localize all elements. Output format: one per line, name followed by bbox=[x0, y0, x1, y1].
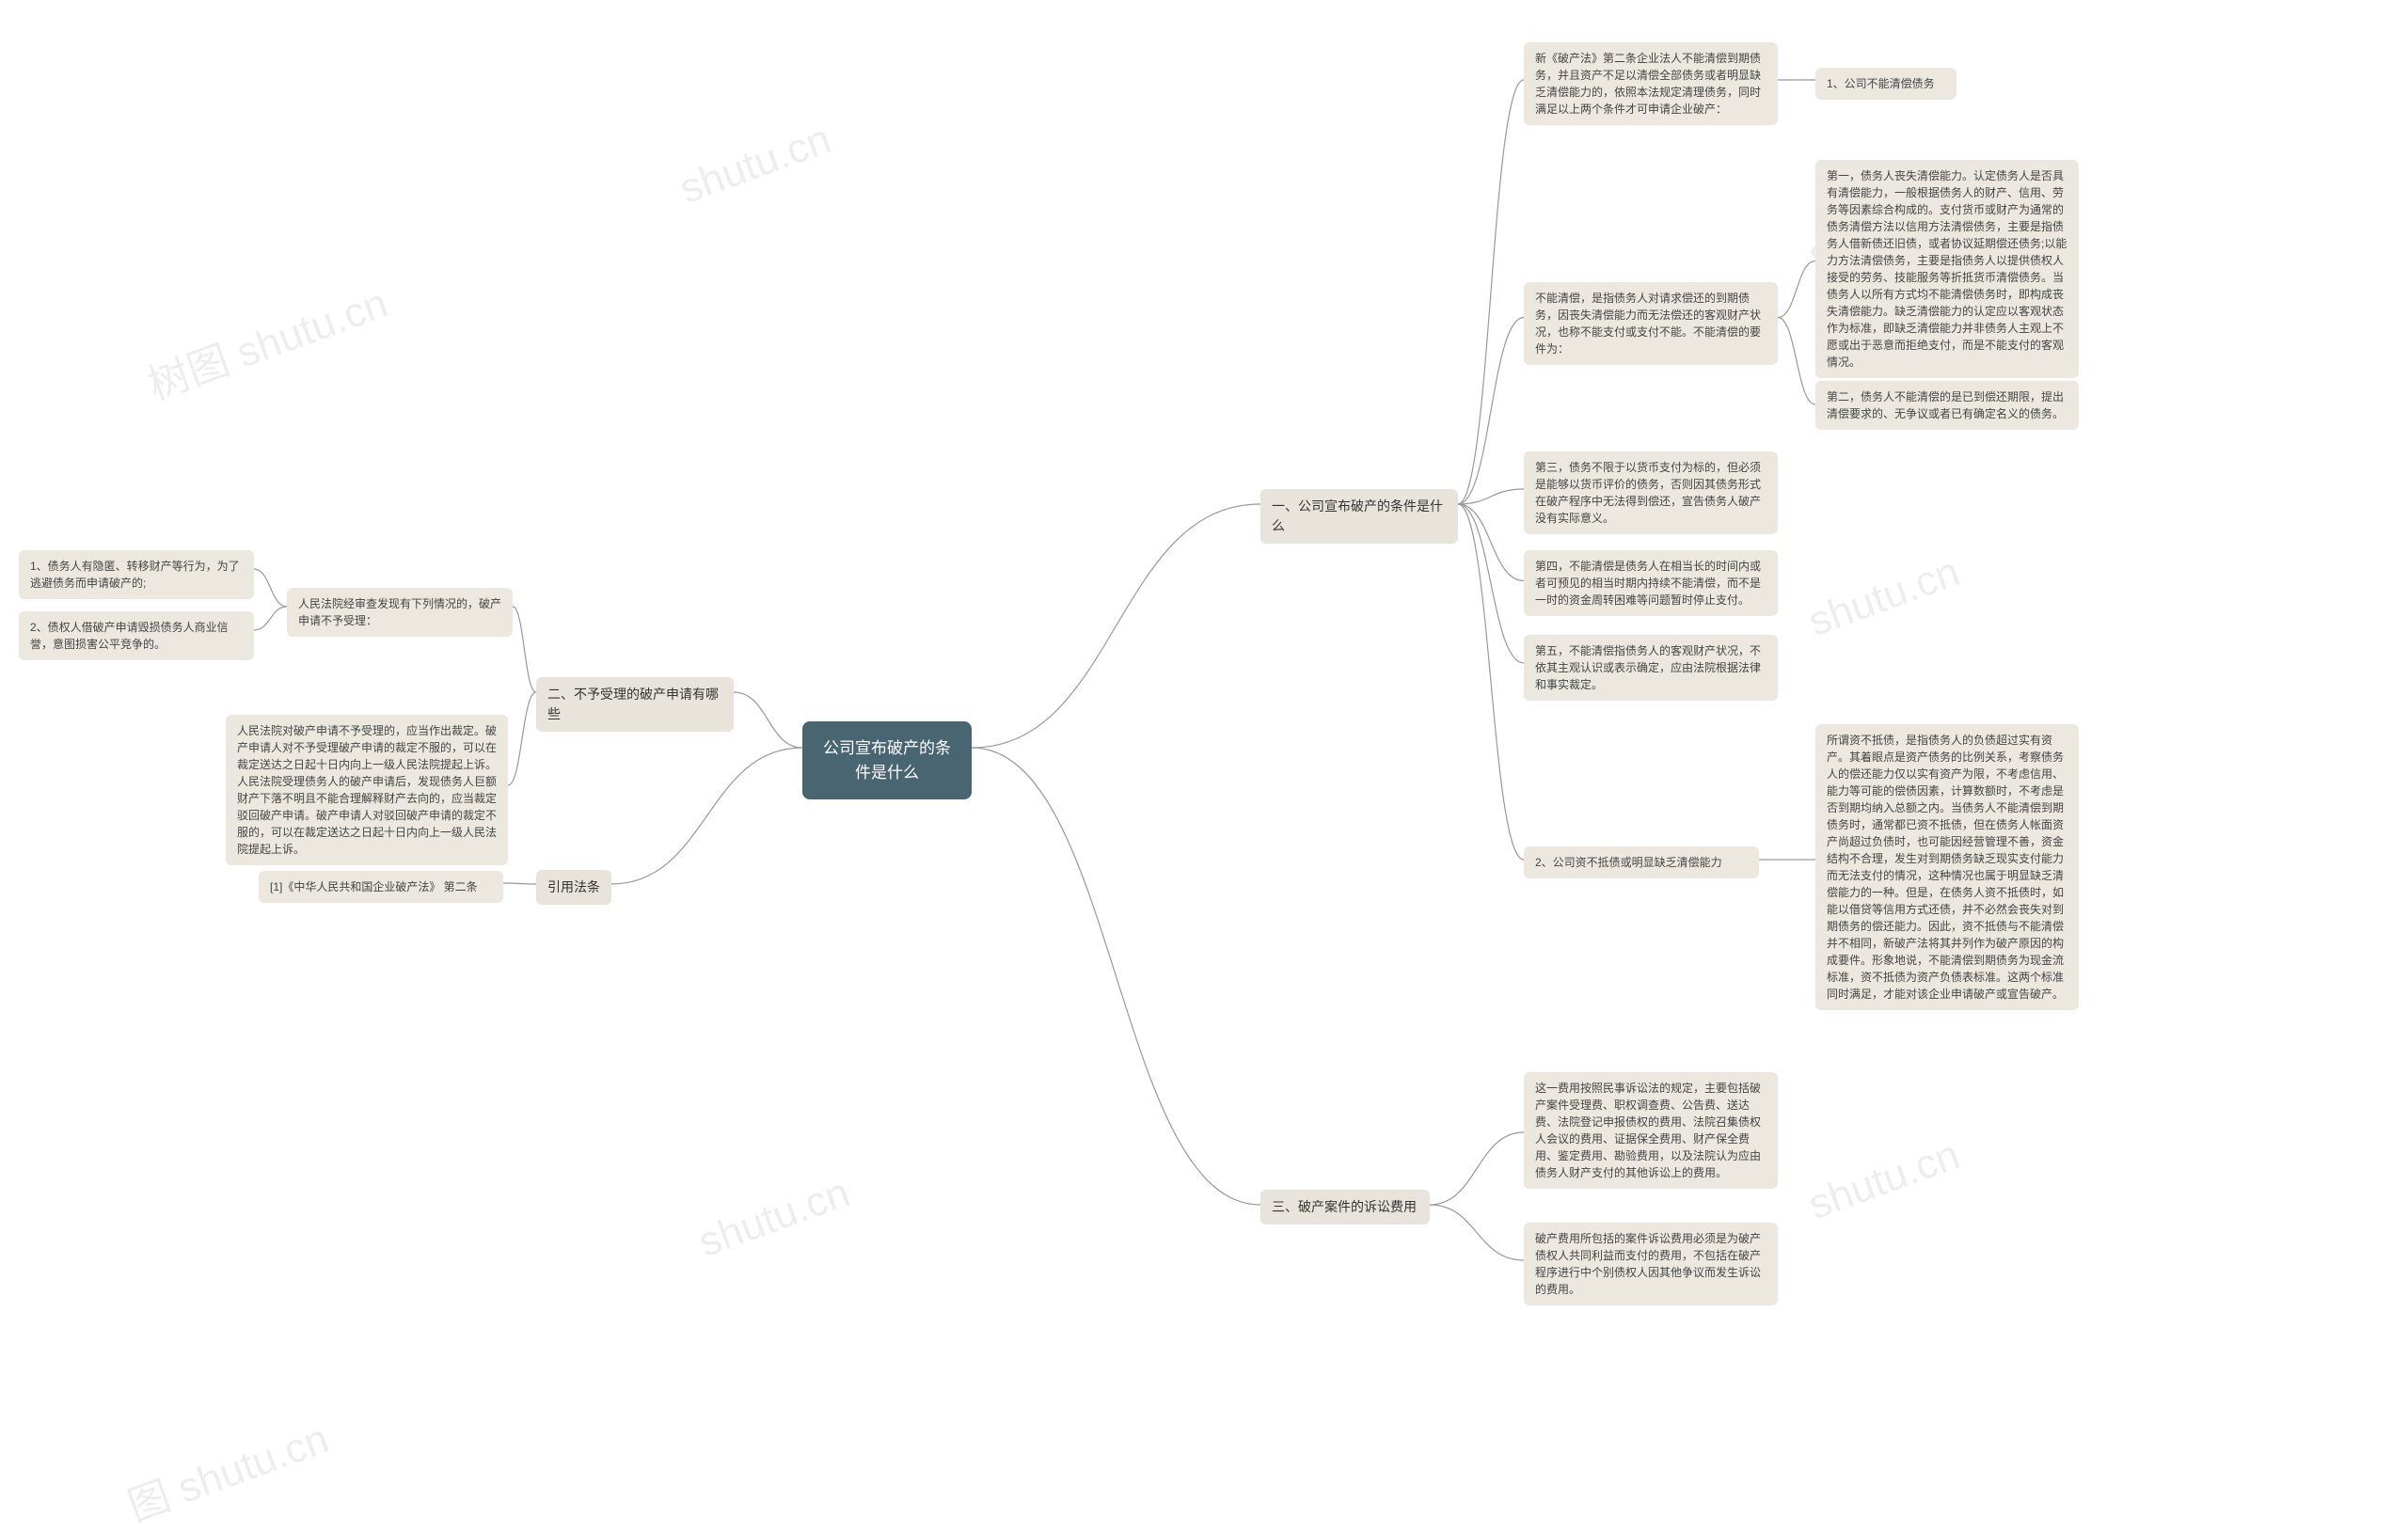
watermark: shutu.cn bbox=[692, 1169, 855, 1267]
leaf-node[interactable]: 第二，债务人不能清偿的是已到偿还期限，提出清偿要求的、无争议或者已有确定名义的债… bbox=[1815, 381, 2079, 430]
branch-node[interactable]: 引用法条 bbox=[536, 870, 611, 905]
leaf-node[interactable]: 1、公司不能清偿债务 bbox=[1815, 68, 1956, 100]
watermark: 图 shutu.cn bbox=[119, 1405, 336, 1533]
leaf-node[interactable]: 第三，债务不限于以货币支付为标的，但必须是能够以货币评价的债务，否则因其债务形式… bbox=[1524, 451, 1778, 534]
watermark: shutu.cn bbox=[1802, 1131, 1965, 1229]
leaf-node[interactable]: 第四，不能清偿是债务人在相当长的时间内或者可预见的相当时期内持续不能清偿，而不是… bbox=[1524, 550, 1778, 616]
leaf-node[interactable]: 第五，不能清偿指债务人的客观财产状况，不依其主观认识或表示确定，应由法院根据法律… bbox=[1524, 635, 1778, 701]
leaf-node[interactable]: 1、债务人有隐匿、转移财产等行为，为了逃避债务而申请破产的; bbox=[19, 550, 254, 599]
leaf-node[interactable]: 破产费用所包括的案件诉讼费用必须是为破产债权人共同利益而支付的费用，不包括在破产… bbox=[1524, 1223, 1778, 1305]
center-node[interactable]: 公司宣布破产的条件是什么 bbox=[802, 721, 972, 799]
branch-node[interactable]: 一、公司宣布破产的条件是什么 bbox=[1260, 489, 1458, 544]
leaf-node[interactable]: 人民法院对破产申请不予受理的，应当作出裁定。破产申请人对不予受理破产申请的裁定不… bbox=[226, 715, 508, 865]
center-label: 公司宣布破产的条件是什么 bbox=[823, 739, 951, 782]
leaf-node[interactable]: 新《破产法》第二条企业法人不能清偿到期债务，并且资产不足以清偿全部债务或者明显缺… bbox=[1524, 42, 1778, 125]
leaf-node[interactable]: 人民法院经审查发现有下列情况的，破产申请不予受理： bbox=[287, 588, 513, 637]
branch-node[interactable]: 二、不予受理的破产申请有哪些 bbox=[536, 677, 734, 732]
leaf-node[interactable]: 2、债权人借破产申请毁损债务人商业信誉，意图损害公平竞争的。 bbox=[19, 611, 254, 660]
leaf-node[interactable]: 所谓资不抵债，是指债务人的负债超过实有资产。其着眼点是资产债务的比例关系，考察债… bbox=[1815, 724, 2079, 1010]
leaf-node[interactable]: [1]《中华人民共和国企业破产法》 第二条 bbox=[259, 871, 503, 903]
leaf-node[interactable]: 不能清偿，是指债务人对请求偿还的到期债务，因丧失清偿能力而无法偿还的客观财产状况… bbox=[1524, 282, 1778, 365]
watermark: 树图 shutu.cn bbox=[138, 269, 394, 411]
watermark: shutu.cn bbox=[1802, 548, 1965, 646]
leaf-node[interactable]: 2、公司资不抵债或明显缺乏清偿能力 bbox=[1524, 846, 1759, 878]
leaf-node[interactable]: 第一，债务人丧失清偿能力。认定债务人是否具有清偿能力，一般根据债务人的财产、信用… bbox=[1815, 160, 2079, 378]
branch-node[interactable]: 三、破产案件的诉讼费用 bbox=[1260, 1190, 1430, 1225]
leaf-node[interactable]: 这一费用按照民事诉讼法的规定，主要包括破产案件受理费、职权调查费、公告费、送达费… bbox=[1524, 1072, 1778, 1189]
watermark: shutu.cn bbox=[673, 116, 836, 213]
